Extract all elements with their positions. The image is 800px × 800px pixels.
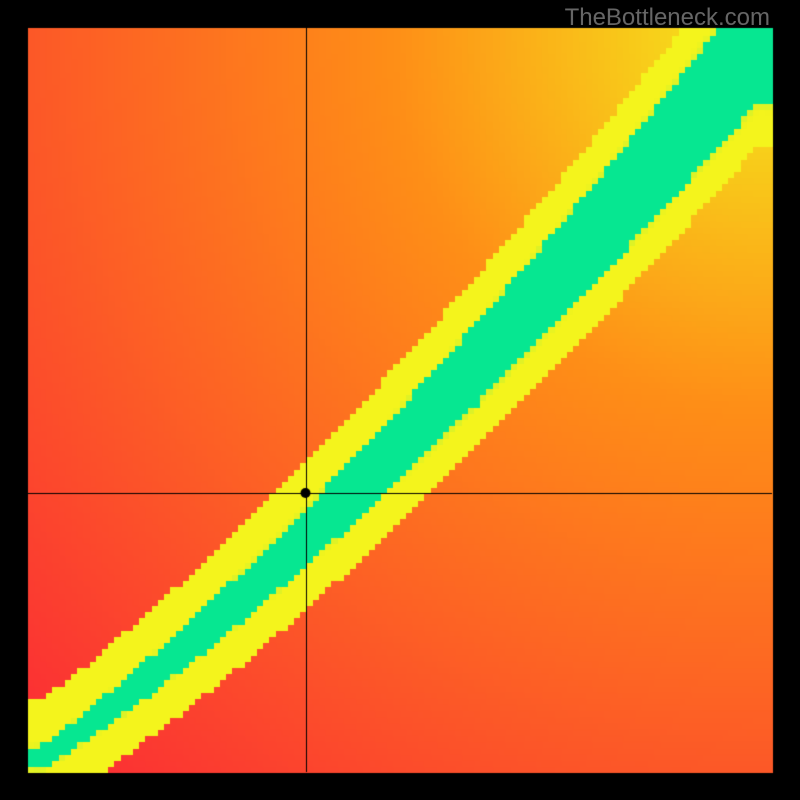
heatmap-plot — [0, 0, 800, 800]
watermark-text: TheBottleneck.com — [565, 4, 770, 32]
